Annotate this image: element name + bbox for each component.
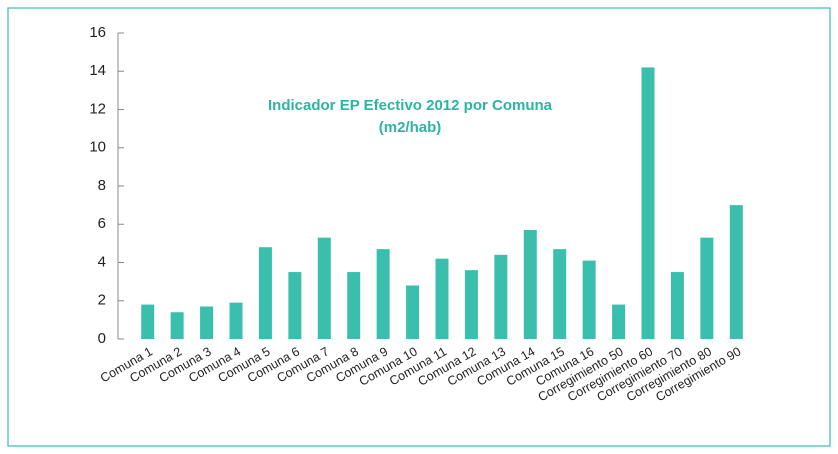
bar [288, 272, 302, 339]
y-tick-label: 12 [89, 100, 106, 117]
y-tick-label: 6 [98, 215, 106, 232]
bar [317, 237, 331, 339]
chart-subtitle: (m2/hab) [379, 119, 442, 136]
bar [700, 237, 714, 339]
y-tick-label: 16 [89, 24, 106, 41]
bar [729, 205, 743, 339]
bar [670, 272, 684, 339]
y-tick-label: 2 [98, 292, 106, 309]
bar [582, 260, 596, 339]
bar [406, 285, 420, 339]
bar [553, 249, 567, 339]
frame [7, 7, 831, 447]
bar [494, 254, 508, 339]
bar [523, 229, 537, 339]
y-tick-label: 0 [98, 330, 106, 347]
bar [464, 270, 478, 339]
bar [612, 304, 626, 339]
bar [435, 258, 449, 339]
y-tick-label: 4 [98, 253, 106, 270]
bar [229, 302, 243, 339]
y-tick-label: 10 [89, 139, 106, 156]
bar [200, 306, 214, 339]
bar [141, 304, 155, 339]
bar [347, 272, 361, 339]
bar [641, 67, 655, 340]
bar [258, 247, 272, 339]
chart-title: Indicador EP Efectivo 2012 por Comuna [268, 97, 553, 114]
bar [170, 312, 184, 339]
y-tick-label: 14 [89, 62, 106, 79]
y-tick-label: 8 [98, 177, 106, 194]
bar [376, 249, 390, 339]
